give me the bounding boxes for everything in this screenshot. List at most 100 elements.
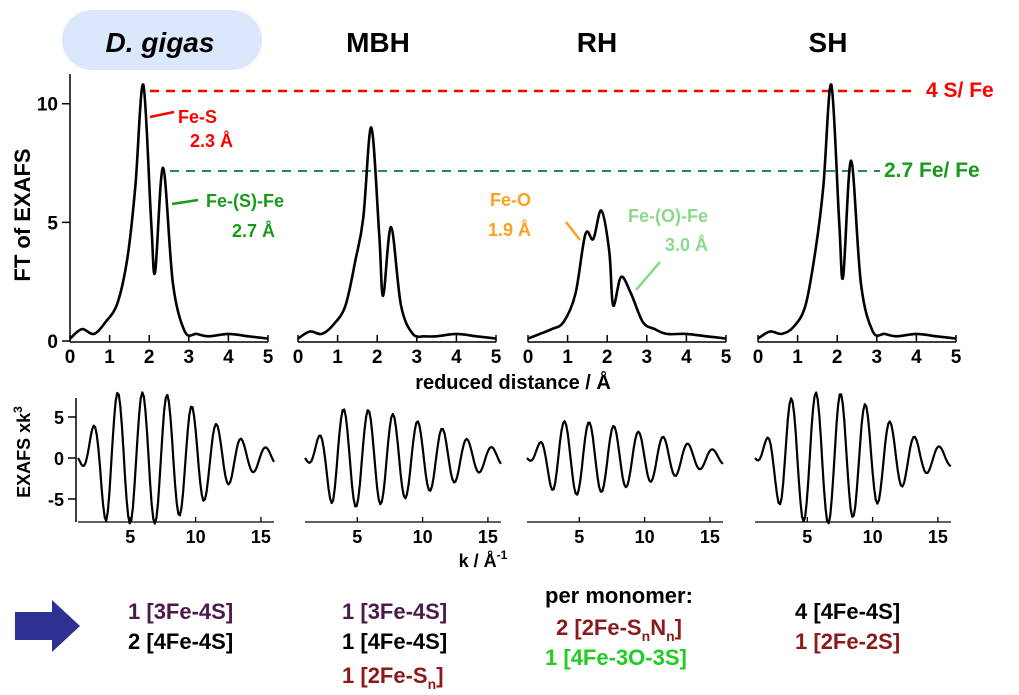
x-tick-label: 0 xyxy=(753,347,764,368)
x-tick-label: 2 xyxy=(602,347,613,368)
x-tick-label: 5 xyxy=(721,347,732,368)
composition-dgigas: 1 [3Fe-4S] 2 [4Fe-4S] xyxy=(128,599,233,654)
sample-title-sh: SH xyxy=(809,27,848,58)
cluster-line: 4 [4Fe-4S] xyxy=(795,599,900,624)
x-tick-label: 3 xyxy=(184,347,195,368)
y-tick-label: 10 xyxy=(37,95,58,116)
x-tick-label: 5 xyxy=(352,527,362,547)
x-tick-label: 5 xyxy=(491,347,502,368)
cluster-line: 1 [3Fe-4S] xyxy=(342,599,447,624)
x-tick-label: 4 xyxy=(911,347,922,368)
x-tick-label: 3 xyxy=(412,347,423,368)
x-tick-label: 10 xyxy=(186,527,206,547)
ft-series-line xyxy=(757,83,957,340)
x-tick-label: 1 xyxy=(792,347,803,368)
ref-label-27fe: 2.7 Fe/ Fe xyxy=(884,159,980,182)
top-x-axis-label: reduced distance / Å xyxy=(415,370,611,394)
ft-series-line xyxy=(297,126,497,340)
exafs-series-line xyxy=(526,420,724,496)
exafs-panel: 5 10 15 xyxy=(77,391,275,547)
x-tick-label: 15 xyxy=(251,527,271,547)
composition-sh: 4 [4Fe-4S] 1 [2Fe-2S] xyxy=(795,599,900,654)
ft-series-line xyxy=(527,209,727,340)
title-pill xyxy=(62,10,262,70)
cluster-line: 1 [2Fe-Sn] xyxy=(342,663,444,692)
top-y-ticks: 0 5 10 xyxy=(37,74,71,353)
exafs-series-line xyxy=(304,408,502,508)
annot-leader-feofe xyxy=(635,261,661,291)
x-tick-label: 5 xyxy=(125,527,135,547)
cluster-line: 2 [2Fe-SnNn] xyxy=(556,615,682,644)
y-tick-label: 5 xyxy=(47,213,58,234)
exafs-series-line xyxy=(77,391,275,525)
annot-feo-label: Fe-O xyxy=(490,190,531,210)
ref-label-4s: 4 S/ Fe xyxy=(926,79,994,102)
x-tick-label: 1 xyxy=(332,347,343,368)
ft-panel: 0 1 2 3 4 5 xyxy=(293,126,502,368)
exafs-series-line xyxy=(754,391,952,525)
annot-fesfe-dist: 2.7 Å xyxy=(232,221,275,241)
ft-panel: 0 1 2 3 4 5 xyxy=(523,209,732,368)
x-tick-label: 5 xyxy=(263,347,274,368)
annot-leader-fesfe xyxy=(171,198,199,206)
x-tick-label: 0 xyxy=(523,347,534,368)
sample-title-rh: RH xyxy=(577,27,617,58)
ft-series-line xyxy=(69,83,269,340)
x-tick-label: 4 xyxy=(681,347,692,368)
y-tick-label: -5 xyxy=(48,490,64,510)
x-tick-label: 15 xyxy=(928,527,948,547)
ft-panel: 0 1 2 3 4 5 xyxy=(753,83,962,368)
composition-rh: per monomer: 2 [2Fe-SnNn] 1 [4Fe-3O-3S] xyxy=(545,583,693,670)
top-y-axis-label: FT of EXAFS xyxy=(10,148,35,281)
annot-leader-feo xyxy=(565,221,581,241)
composition-mbh: 1 [3Fe-4S] 1 [4Fe-4S] 1 [2Fe-Sn] xyxy=(342,599,447,692)
x-tick-label: 15 xyxy=(700,527,720,547)
y-tick-label: 5 xyxy=(54,408,64,428)
annot-feofe-label: Fe-(O)-Fe xyxy=(628,206,708,226)
ft-panel: 0 1 2 3 4 5 xyxy=(65,83,274,368)
annot-leader-fes xyxy=(149,110,175,119)
x-tick-label: 1 xyxy=(104,347,115,368)
sample-title-dgigas: D. gigas xyxy=(106,27,215,58)
annot-feofe-dist: 3.0 Å xyxy=(665,235,708,255)
annot-fes-dist: 2.3 Å xyxy=(190,131,233,151)
x-tick-label: 15 xyxy=(478,527,498,547)
annot-feo-dist: 1.9 Å xyxy=(488,220,531,240)
annot-fes-label: Fe-S xyxy=(178,107,217,127)
x-tick-label: 5 xyxy=(951,347,962,368)
cluster-line: 1 [4Fe-4S] xyxy=(342,629,447,654)
x-tick-label: 3 xyxy=(872,347,883,368)
x-tick-label: 3 xyxy=(642,347,653,368)
x-tick-label: 5 xyxy=(802,527,812,547)
per-monomer-label: per monomer: xyxy=(545,583,693,608)
x-tick-label: 10 xyxy=(413,527,433,547)
x-tick-label: 10 xyxy=(863,527,883,547)
x-tick-label: 2 xyxy=(832,347,843,368)
cluster-line: 1 [2Fe-2S] xyxy=(795,629,900,654)
x-tick-label: 4 xyxy=(451,347,462,368)
x-tick-label: 1 xyxy=(562,347,573,368)
exafs-panel: 5 10 15 xyxy=(304,408,502,547)
x-tick-label: 2 xyxy=(144,347,155,368)
cluster-line: 1 [3Fe-4S] xyxy=(128,599,233,624)
bottom-x-axis-label: k / Å-1 xyxy=(459,548,508,571)
cluster-line: 1 [4Fe-3O-3S] xyxy=(545,645,687,670)
annot-fesfe-label: Fe-(S)-Fe xyxy=(206,191,284,211)
exafs-panel: 5 10 15 xyxy=(526,420,724,547)
cluster-line: 2 [4Fe-4S] xyxy=(128,629,233,654)
x-tick-label: 0 xyxy=(65,347,76,368)
x-tick-label: 10 xyxy=(635,527,655,547)
x-tick-label: 2 xyxy=(372,347,383,368)
sample-title-mbh: MBH xyxy=(346,27,410,58)
exafs-panels: 5 10 15 5 10 15 5 10 15 5 10 15 xyxy=(77,391,952,547)
x-tick-label: 0 xyxy=(293,347,304,368)
exafs-panel: 5 10 15 xyxy=(754,391,952,547)
x-tick-label: 4 xyxy=(223,347,234,368)
y-tick-label: 0 xyxy=(47,332,58,353)
bottom-y-ticks: 5 0 -5 xyxy=(48,398,77,522)
bottom-y-axis-label: EXAFS xk3 xyxy=(11,406,34,498)
y-tick-label: 0 xyxy=(54,449,64,469)
x-tick-label: 5 xyxy=(574,527,584,547)
